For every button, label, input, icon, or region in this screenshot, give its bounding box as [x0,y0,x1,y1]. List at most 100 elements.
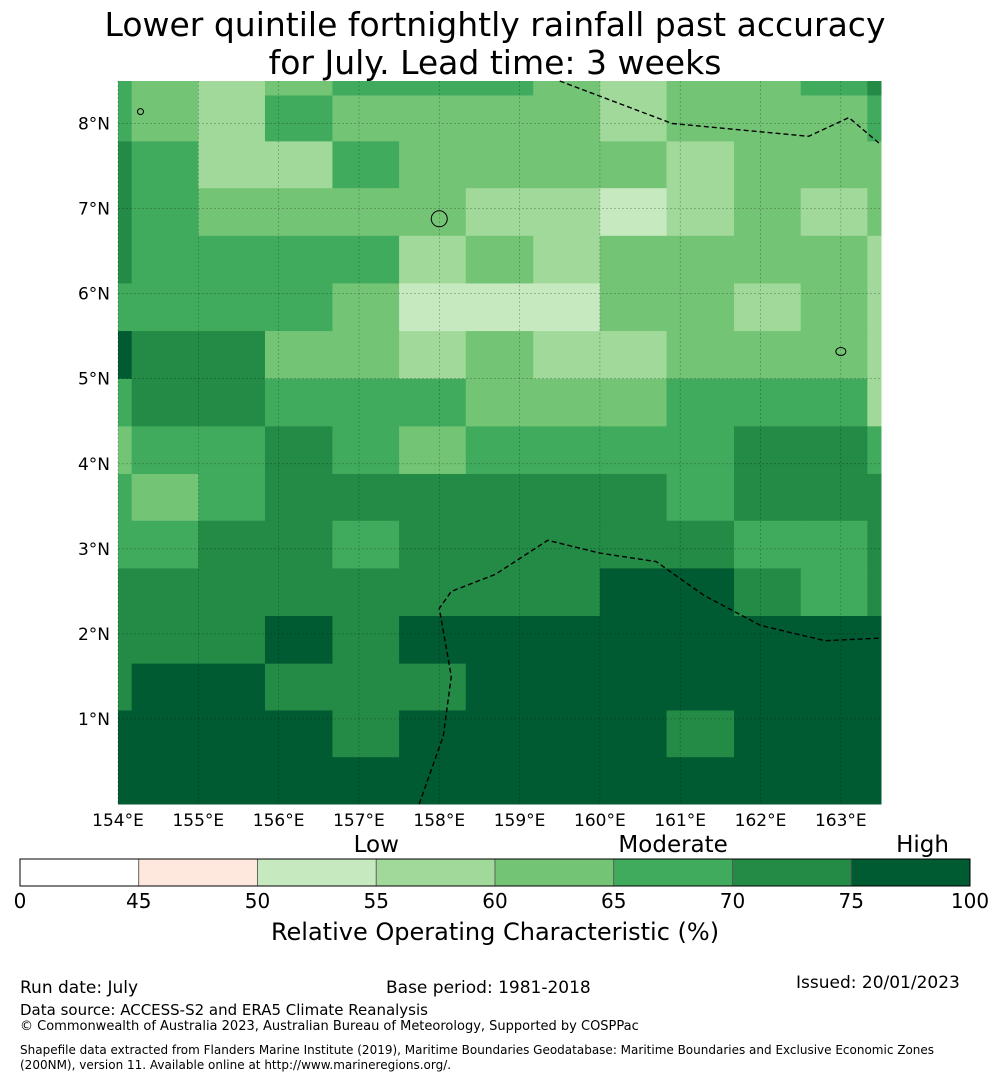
grid-cell [533,616,601,665]
issued-date: Issued: 20/01/2023 [796,973,960,993]
grid-cell [800,95,868,142]
latitude-tick-labels: 1°N 2°N 3°N 4°N 5°N 6°N 7°N 8°N [78,115,110,730]
grid-cell [118,141,133,189]
colorbar-tick-label: 50 [245,889,270,913]
lat-tick-label: 3°N [78,540,110,560]
grid-cell [198,283,266,332]
grid-cell [666,378,735,427]
colorbar-frame [19,858,971,887]
lon-tick-label: 155°E [172,811,224,831]
grid-cell [399,520,467,569]
grid-cell [118,378,133,427]
grid-cell [533,95,601,142]
grid-cell [399,331,467,380]
grid-cell [465,95,534,142]
grid-cell [198,568,266,617]
grid-cell [666,473,735,522]
colorbar-segment [494,858,615,887]
grid-cell [399,663,467,711]
grid-cell [734,426,802,475]
copyright: © Commonwealth of Australia 2023, Austra… [20,1019,639,1034]
colorbar-title: Relative Operating Characteristic (%) [270,918,720,946]
colorbar-segment [613,858,733,887]
grid-cell [465,81,534,96]
grid-cell [264,235,333,284]
grid-cell [131,283,199,332]
grid-cell [332,141,400,189]
grid-cell [599,710,668,758]
shapefile-credit-line-1: Shapefile data extracted from Flanders M… [20,1043,935,1057]
grid-cell [118,235,133,284]
colorbar-segment [19,858,140,887]
grid-cell [198,663,266,711]
lon-tick-label: 158°E [413,811,465,831]
grid-cell [118,757,133,805]
grid-cell [264,757,333,805]
grid-cell [198,331,266,380]
grid-cell [533,710,601,758]
grid-cell [533,473,601,522]
grid-cell [332,426,400,475]
grid-cell [118,473,133,522]
grid-cell [131,378,199,427]
grid-cell [264,426,333,475]
grid-cell [734,710,802,758]
lat-tick-label: 2°N [78,625,110,645]
map-title: Lower quintile fortnightly rainfall past… [0,6,990,82]
lon-tick-label: 157°E [333,811,385,831]
grid-cell [264,81,333,96]
grid-cell [118,616,133,665]
grid-cell [533,426,601,475]
grid-cell [867,616,882,665]
grid-cell [264,188,333,237]
grid-cell [118,331,133,380]
grid-cell [734,283,802,332]
lat-tick-label: 1°N [78,710,110,730]
grid-cell [264,283,333,332]
base-period: Base period: 1981-2018 [386,978,591,998]
grid-cell [332,81,400,96]
grid-cell [800,81,868,96]
grid-cell [599,663,668,711]
grid-cell [800,568,868,617]
grid-cell [332,95,400,142]
grid-cell [867,473,882,522]
grid-cell [465,520,534,569]
grid-cell [131,81,199,96]
lon-tick-label: 159°E [494,811,546,831]
island-kosrae [835,346,847,356]
grid-cell [131,426,199,475]
grid-cell [465,568,534,617]
grid-cell [533,141,601,189]
grid-cell [867,188,882,237]
grid-cell [867,426,882,475]
grid-cell [666,141,735,189]
lat-tick-label: 5°N [78,370,110,390]
grid-cell [533,378,601,427]
grid-cell [264,331,333,380]
boundary-eez-north [559,80,882,146]
colorbar-tick-label: 0 [14,889,27,913]
graticule [117,81,881,804]
grid-cell [198,188,266,237]
grid-cell [533,81,601,96]
grid-cell [666,283,735,332]
grid-cell [533,331,601,380]
grid-cell [118,426,133,475]
grid-cell [800,520,868,569]
grid-cell [399,568,467,617]
grid-cell [264,710,333,758]
grid-cell [800,141,868,189]
grid-cell [533,568,601,617]
grid-cell [599,235,668,284]
island-pohnpei [430,210,448,228]
grid-cell [599,81,668,96]
grid-cell [131,141,199,189]
colorbar-tick-label: 70 [720,889,745,913]
colorbar-segment [850,858,971,887]
grid-cell [465,663,534,711]
grid-cell [867,81,882,96]
grid-cell [198,473,266,522]
grid-cell [599,616,668,665]
grid-cell [399,283,467,332]
